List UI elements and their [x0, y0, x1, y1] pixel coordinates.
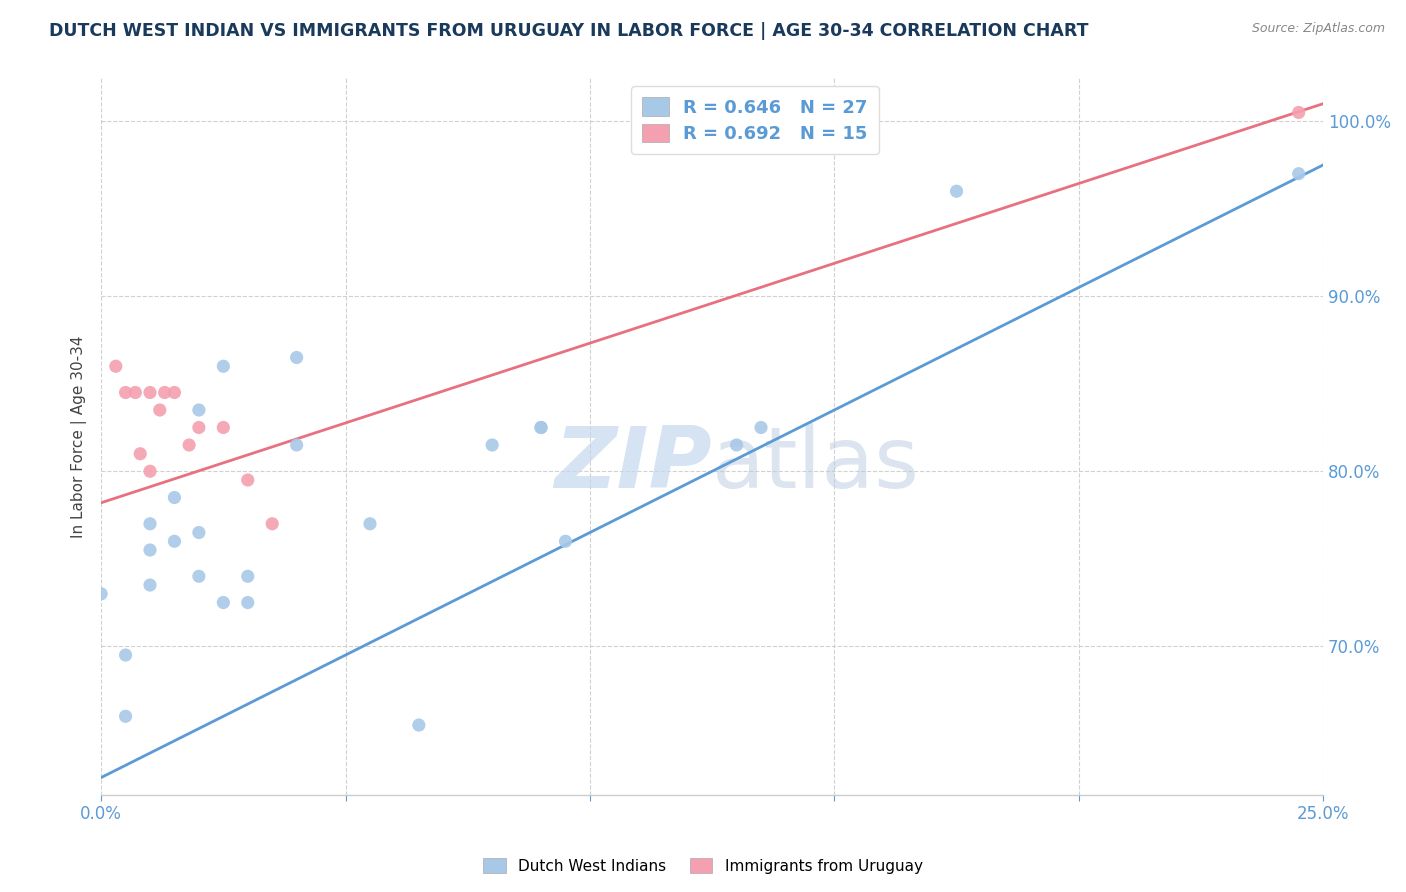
Point [236, 595, 259, 609]
Point [124, 385, 146, 400]
Point [187, 569, 209, 583]
Legend: Dutch West Indians, Immigrants from Uruguay: Dutch West Indians, Immigrants from Urug… [477, 852, 929, 880]
Point [114, 709, 136, 723]
Point [163, 534, 186, 549]
Point [139, 543, 162, 558]
Legend: R = 0.646   N = 27, R = 0.692   N = 15: R = 0.646 N = 27, R = 0.692 N = 15 [631, 87, 879, 154]
Point [187, 420, 209, 434]
Point [90, 587, 112, 601]
Point [236, 569, 259, 583]
Point [187, 403, 209, 417]
Point [212, 420, 235, 434]
Point [149, 403, 172, 417]
Point [212, 595, 235, 609]
Point [1288, 105, 1310, 120]
Point [554, 534, 576, 549]
Point [179, 438, 201, 452]
Point [725, 438, 748, 452]
Point [212, 359, 235, 374]
Point [530, 420, 553, 434]
Point [481, 438, 503, 452]
Point [187, 525, 209, 540]
Point [104, 359, 127, 374]
Text: atlas: atlas [711, 424, 920, 507]
Point [114, 648, 136, 662]
Point [153, 385, 176, 400]
Point [139, 578, 162, 592]
Point [139, 385, 162, 400]
Text: Source: ZipAtlas.com: Source: ZipAtlas.com [1251, 22, 1385, 36]
Point [945, 184, 967, 198]
Point [359, 516, 381, 531]
Point [749, 420, 772, 434]
Text: DUTCH WEST INDIAN VS IMMIGRANTS FROM URUGUAY IN LABOR FORCE | AGE 30-34 CORRELAT: DUTCH WEST INDIAN VS IMMIGRANTS FROM URU… [49, 22, 1088, 40]
Point [163, 385, 186, 400]
Text: ZIP: ZIP [554, 424, 711, 507]
Point [236, 473, 259, 487]
Point [408, 718, 430, 732]
Point [285, 351, 308, 365]
Y-axis label: In Labor Force | Age 30-34: In Labor Force | Age 30-34 [72, 335, 87, 538]
Point [139, 516, 162, 531]
Point [139, 464, 162, 478]
Point [1288, 167, 1310, 181]
Point [163, 491, 186, 505]
Point [262, 516, 284, 531]
Point [114, 385, 136, 400]
Point [285, 438, 308, 452]
Point [530, 420, 553, 434]
Point [129, 447, 152, 461]
